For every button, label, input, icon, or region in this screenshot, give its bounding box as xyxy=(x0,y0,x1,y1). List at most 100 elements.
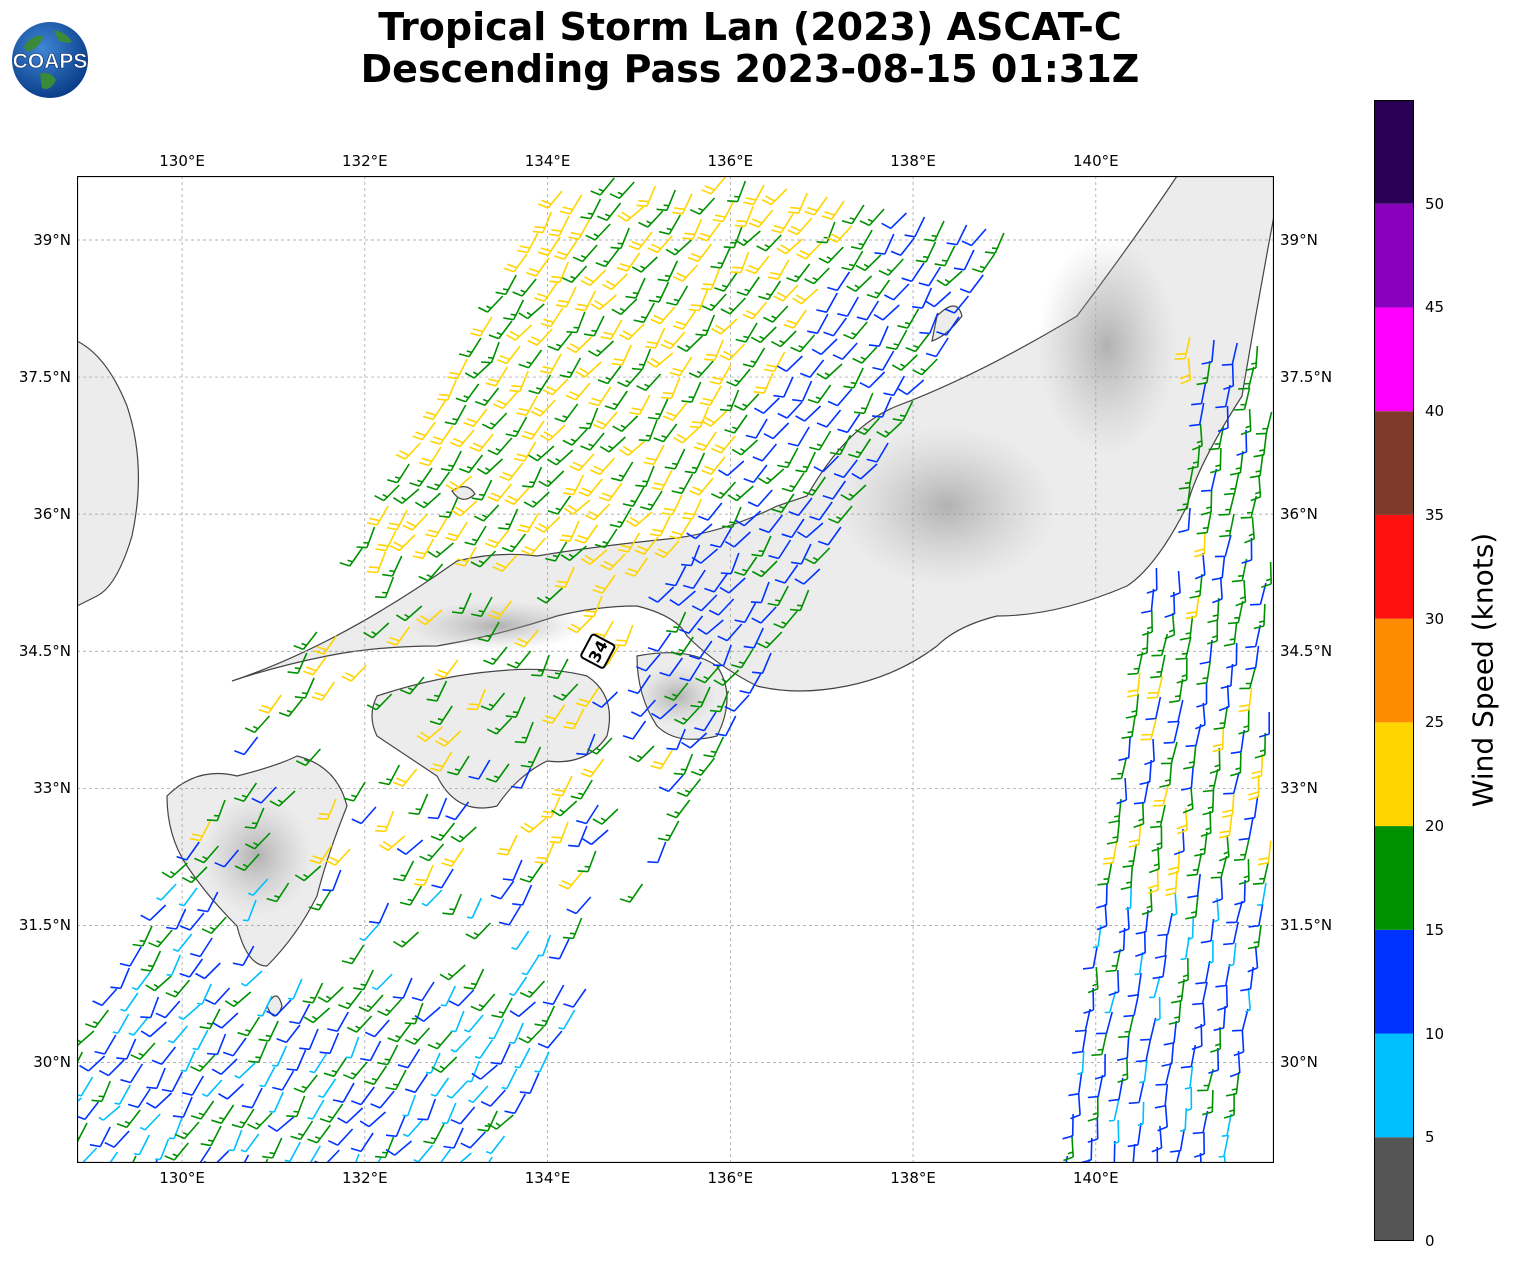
wind-barb xyxy=(1180,765,1194,791)
wind-barb xyxy=(647,841,667,864)
wind-barb xyxy=(934,245,956,267)
wind-barb xyxy=(148,929,173,948)
wind-barb xyxy=(854,417,881,436)
wind-barb xyxy=(703,736,725,758)
wind-barb xyxy=(818,246,844,264)
colorbar-tick-label: 35 xyxy=(1425,505,1445,524)
wind-barb xyxy=(657,260,679,282)
wind-barb xyxy=(413,1144,434,1163)
wind-barb xyxy=(474,1039,493,1059)
wind-barb xyxy=(629,394,651,416)
wind-barb xyxy=(534,282,558,302)
wind-barb xyxy=(597,365,622,385)
wind-barb xyxy=(756,234,782,252)
wind-barb xyxy=(1179,615,1194,641)
wind-barb xyxy=(140,996,160,1019)
wind-barb xyxy=(199,1008,221,1030)
wind-barb xyxy=(414,492,442,509)
wind-barb xyxy=(651,703,678,720)
wind-barb xyxy=(736,276,760,296)
wind-barb xyxy=(777,355,803,372)
wind-barb xyxy=(562,265,588,284)
wind-barb xyxy=(1125,885,1132,911)
wind-barb xyxy=(257,995,273,1017)
wind-barb xyxy=(809,501,833,521)
wind-barb xyxy=(211,1058,238,1075)
wind-barb xyxy=(616,252,641,272)
wind-barb xyxy=(377,998,403,1017)
wind-barb xyxy=(1168,849,1180,876)
wind-barb xyxy=(450,1106,476,1125)
wind-barb xyxy=(878,258,904,276)
wind-barb xyxy=(350,1132,374,1153)
wind-barb xyxy=(181,866,208,884)
wind-barb xyxy=(841,204,865,225)
wind-barb xyxy=(648,586,675,603)
wind-barb xyxy=(730,251,750,274)
wind-barb xyxy=(476,458,503,475)
wind-barb xyxy=(743,184,765,206)
wind-barb xyxy=(1209,747,1221,774)
wind-barb xyxy=(710,527,732,548)
wind-barb xyxy=(439,964,466,981)
wind-barb xyxy=(308,890,332,911)
wind-barb xyxy=(698,502,723,521)
wind-barb xyxy=(412,538,435,560)
wind-barb xyxy=(915,241,937,263)
wind-barb xyxy=(723,226,743,249)
wind-barb xyxy=(487,437,513,456)
wind-barb xyxy=(580,198,602,220)
wind-barb xyxy=(873,304,900,321)
wind-barb xyxy=(431,868,454,889)
colorbar-bin xyxy=(1374,307,1414,412)
wind-barb xyxy=(522,466,543,488)
wind-barb xyxy=(1157,1104,1168,1132)
wind-barb xyxy=(1202,768,1219,793)
wind-barb xyxy=(1196,682,1208,708)
wind-barb xyxy=(1144,738,1155,766)
wind-barb xyxy=(1250,474,1262,502)
wind-barb xyxy=(701,456,726,475)
wind-barb xyxy=(611,461,634,482)
wind-barb xyxy=(178,887,198,907)
wind-barb xyxy=(619,883,644,903)
wind-barb xyxy=(539,424,566,441)
wind-barb xyxy=(378,764,401,786)
wind-barb xyxy=(816,409,842,428)
wind-barb xyxy=(1137,1101,1145,1127)
wind-barb xyxy=(145,975,172,992)
wind-barb xyxy=(679,661,702,682)
wind-barb xyxy=(925,337,949,358)
wind-barb xyxy=(120,1063,144,1084)
wind-barb xyxy=(258,694,282,714)
wind-barb xyxy=(610,227,630,250)
wind-barb xyxy=(711,318,738,335)
colorbar-bin xyxy=(1374,1033,1414,1138)
wind-barb xyxy=(1174,336,1191,360)
wind-barb xyxy=(1253,432,1268,458)
wind-barb xyxy=(1110,756,1128,780)
wind-barb xyxy=(130,1042,156,1061)
wind-barb xyxy=(763,351,786,373)
wind-barb xyxy=(1206,618,1219,645)
wind-barb xyxy=(519,980,546,998)
wind-barb xyxy=(439,1148,452,1163)
wind-barb xyxy=(469,433,494,452)
wind-barb xyxy=(1222,792,1235,819)
wind-barb xyxy=(1187,873,1201,899)
wind-barb xyxy=(366,551,387,574)
title-line-2: Descending Pass 2023-08-15 01:31Z xyxy=(360,47,1140,91)
wind-barb xyxy=(1194,531,1206,558)
wind-barb xyxy=(269,1091,284,1113)
wind-barb xyxy=(307,1099,325,1120)
wind-barb xyxy=(402,513,429,531)
wind-barb xyxy=(614,624,634,647)
wind-barb xyxy=(1254,732,1266,759)
wind-barb xyxy=(724,694,750,712)
wind-barb xyxy=(232,945,255,967)
wind-barb xyxy=(485,1135,506,1155)
wind-barb xyxy=(552,683,579,701)
wind-barb xyxy=(1127,672,1141,698)
wind-barb xyxy=(427,542,454,558)
wind-barb xyxy=(688,360,714,379)
